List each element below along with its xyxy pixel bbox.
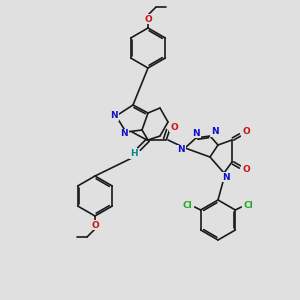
Text: N: N xyxy=(177,146,185,154)
Text: O: O xyxy=(170,122,178,131)
Text: O: O xyxy=(91,220,99,230)
Text: Cl: Cl xyxy=(243,200,253,209)
Text: N: N xyxy=(120,130,128,139)
Text: O: O xyxy=(144,14,152,23)
Text: O: O xyxy=(242,128,250,136)
Text: Cl: Cl xyxy=(183,200,193,209)
Text: N: N xyxy=(110,112,118,121)
Text: N: N xyxy=(222,172,230,182)
Text: O: O xyxy=(242,166,250,175)
Text: H: H xyxy=(130,149,138,158)
Text: N: N xyxy=(192,128,200,137)
Text: N: N xyxy=(211,128,219,136)
